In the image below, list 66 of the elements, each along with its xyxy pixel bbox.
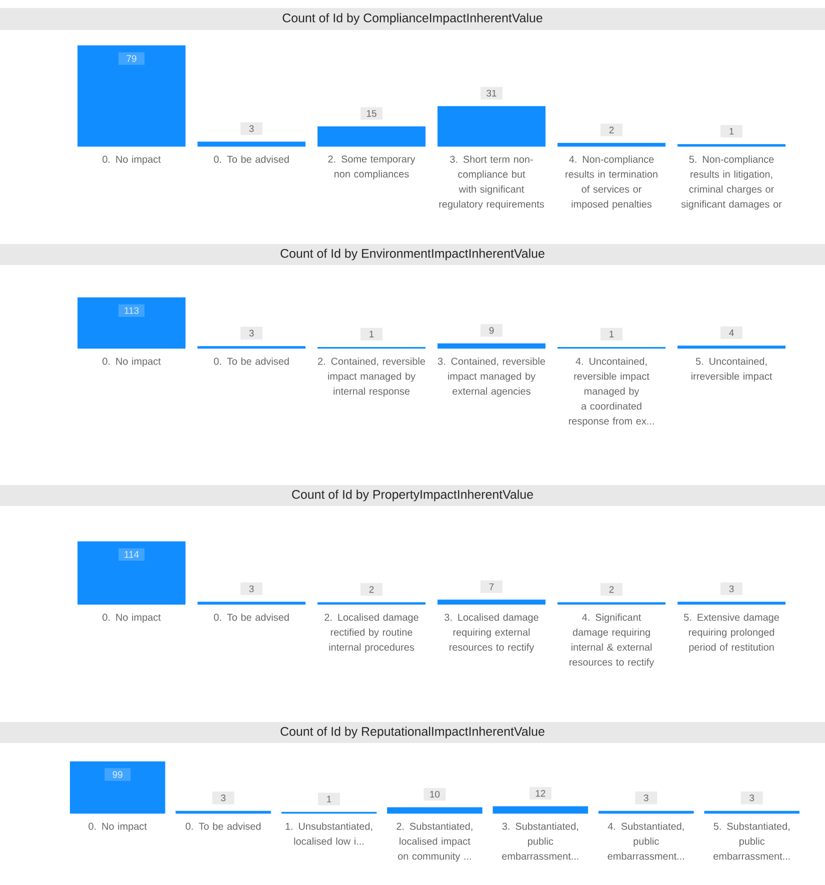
bar bbox=[558, 142, 666, 147]
data-label: 12 bbox=[536, 790, 546, 797]
x-tick-label: 4. Significant damage requiring internal & external resources to rectify bbox=[570, 614, 654, 668]
bar bbox=[78, 541, 186, 605]
bar bbox=[78, 45, 186, 147]
data-label: 2 bbox=[609, 586, 614, 593]
bar bbox=[438, 600, 546, 605]
data-label: 99 bbox=[112, 771, 122, 778]
x-tick-label: 4. Uncontained, reversible impact managed by a coordinated response from ex... bbox=[568, 358, 654, 427]
x-tick-label: 0. To be advised bbox=[186, 822, 261, 830]
data-label: 10 bbox=[430, 790, 440, 798]
data-label: 79 bbox=[126, 55, 136, 62]
x-tick-label: 4. Non-compliance results in termination of services or imposed penalties bbox=[566, 156, 658, 210]
data-label: 1 bbox=[730, 128, 734, 135]
x-tick-label: 4. Substantiated, public embarrassment... bbox=[608, 822, 684, 860]
chart-title: Count of Id by ComplianceImpactInherentValue bbox=[282, 13, 542, 25]
bar bbox=[387, 807, 482, 814]
x-tick-label: 0. To be advised bbox=[214, 358, 289, 365]
bar bbox=[438, 106, 546, 147]
bar bbox=[198, 142, 306, 147]
data-label: 31 bbox=[486, 90, 496, 97]
bar bbox=[70, 761, 166, 814]
data-label: 7 bbox=[489, 583, 494, 590]
data-label: 113 bbox=[124, 307, 139, 314]
chart-title: Count of Id by ReputationalImpactInherentValue bbox=[280, 726, 544, 738]
x-tick-label: 0. No impact bbox=[102, 358, 161, 367]
bar bbox=[492, 806, 588, 814]
x-tick-label: 3. Short term non-compliance but with significant regulatory requirements bbox=[439, 156, 544, 210]
x-tick-label: 2. Substantiated, localised impact on community ... bbox=[396, 822, 472, 862]
x-tick-label: 0. No impact bbox=[102, 614, 161, 623]
data-label: 9 bbox=[489, 327, 494, 334]
data-label: 3 bbox=[249, 125, 254, 132]
data-label: 1 bbox=[370, 330, 374, 338]
x-tick-label: 2. Contained, reversible impact managed by internal response bbox=[318, 358, 426, 397]
data-label: 114 bbox=[124, 551, 139, 558]
data-label: 15 bbox=[366, 110, 376, 117]
data-label: 3 bbox=[750, 794, 754, 802]
data-label: 3 bbox=[644, 794, 648, 802]
bar bbox=[438, 343, 546, 349]
x-tick-label: 3. Localised damage requiring external resources to rectify bbox=[444, 614, 538, 653]
x-tick-label: 5. Extensive damage requiring prolonged period of restitution bbox=[684, 614, 779, 653]
chart-title: Count of Id by PropertyImpactInherentValue bbox=[292, 490, 533, 502]
data-label: 3 bbox=[249, 585, 254, 592]
x-tick-label: 1. Unsubstantiated, localised low i... bbox=[286, 822, 372, 845]
x-tick-label: 0. To be advised bbox=[214, 156, 289, 163]
bar bbox=[78, 297, 186, 349]
x-tick-label: 3. Substantiated, public embarrassment... bbox=[502, 822, 578, 860]
x-tick-label: 0. No impact bbox=[88, 822, 147, 832]
x-tick-label: 2. Some temporary non compliances bbox=[328, 156, 416, 180]
data-label: 2 bbox=[609, 126, 614, 134]
x-tick-label: 5. Uncontained, irreversible impact bbox=[691, 358, 772, 382]
data-label: 3 bbox=[221, 794, 226, 802]
x-tick-label: 0. To be advised bbox=[214, 614, 289, 621]
x-tick-label: 5. Non-compliance results in litigation, criminal charges or significant damages or bbox=[681, 156, 782, 210]
x-tick-label: 5. Substantiated, public embarrassment... bbox=[714, 822, 790, 860]
x-tick-label: 0. No impact bbox=[102, 156, 161, 165]
x-tick-label: 2. Localised damage rectified by routine internal procedures bbox=[324, 614, 418, 653]
data-label: 3 bbox=[729, 585, 734, 592]
data-label: 1 bbox=[327, 796, 332, 802]
x-tick-label: 3. Contained, reversible impact managed by external agencies bbox=[438, 358, 546, 397]
bar bbox=[318, 126, 426, 147]
data-label: 1 bbox=[610, 330, 614, 338]
data-label: 2 bbox=[369, 586, 374, 593]
chart-title: Count of Id by EnvironmentImpactInherentValue bbox=[280, 248, 544, 260]
data-label: 3 bbox=[249, 330, 254, 336]
data-label: 4 bbox=[729, 330, 734, 336]
